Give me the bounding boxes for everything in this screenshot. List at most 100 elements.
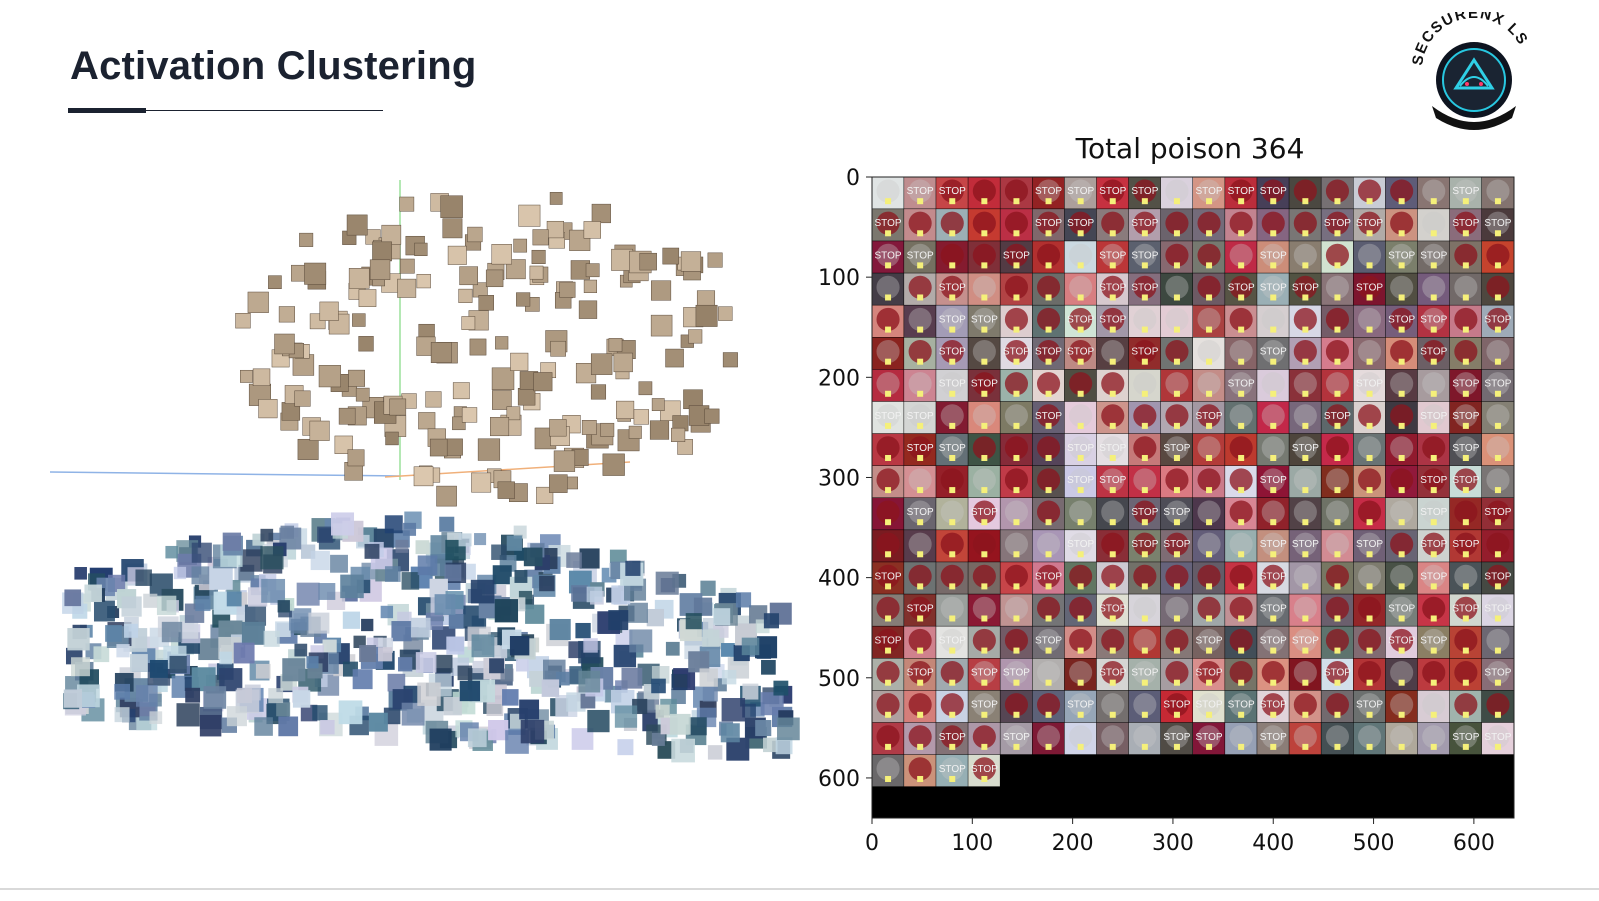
tile-sign xyxy=(972,275,996,299)
tile-sign xyxy=(1197,500,1221,524)
tile-sign xyxy=(1390,243,1414,267)
tile-trigger xyxy=(1462,198,1469,205)
tile-trigger xyxy=(981,679,988,686)
tile-sign xyxy=(908,500,932,524)
tile-sign xyxy=(1390,660,1414,685)
tile-sign xyxy=(908,436,932,460)
scatter-point-clean xyxy=(443,696,462,716)
tile-trigger xyxy=(1430,390,1437,397)
tile-sign xyxy=(1325,468,1350,492)
tile-trigger xyxy=(1077,551,1084,558)
tile-trigger xyxy=(1398,551,1405,558)
tile-sign xyxy=(1454,596,1478,620)
scatter-point-clean xyxy=(625,560,641,576)
tile-sign xyxy=(972,307,996,332)
tile-trigger xyxy=(1398,583,1405,590)
tile-stop-label: STOP xyxy=(971,379,998,390)
tile-trigger xyxy=(1334,294,1341,301)
tile-trigger xyxy=(1238,358,1245,365)
tile-stop-label: STOP xyxy=(1420,635,1447,646)
tile-sign xyxy=(1133,372,1157,396)
tile-sign xyxy=(1229,211,1253,235)
tile-trigger xyxy=(1045,422,1052,429)
tile-stop-label: STOP xyxy=(939,282,966,293)
scatter-point-clean xyxy=(378,647,393,662)
scatter-point-clean xyxy=(308,612,330,634)
tile-sign xyxy=(972,372,996,396)
scatter-point-clean xyxy=(93,600,115,622)
tile-sign xyxy=(1454,532,1478,556)
scatter-point-clean xyxy=(651,678,666,694)
scatter-point-poison xyxy=(491,244,512,265)
tile-sign xyxy=(1261,532,1285,556)
scatter-point-poison xyxy=(447,245,467,265)
tile-trigger xyxy=(1109,454,1116,461)
tile-sign xyxy=(1036,372,1061,396)
scatter-point-poison xyxy=(436,485,457,507)
scatter-point-clean xyxy=(387,673,406,692)
tile-stop-label: STOP xyxy=(1163,507,1190,518)
tile-sign xyxy=(1390,468,1414,492)
tile-sign xyxy=(1036,628,1061,653)
scatter-point-clean xyxy=(63,689,82,708)
tile-sign xyxy=(1454,372,1478,396)
scatter-point-clean xyxy=(398,657,413,672)
scatter-point-clean xyxy=(241,621,265,645)
scatter-point-poison xyxy=(399,196,415,212)
scatter-point-clean xyxy=(671,738,695,763)
tile-sign xyxy=(908,275,932,299)
tile-sign xyxy=(1486,468,1510,492)
scatter-point-clean xyxy=(312,705,328,721)
tile-sign xyxy=(1069,500,1093,524)
tile-sign xyxy=(1486,243,1510,267)
scatter-point-clean xyxy=(331,512,355,536)
tile-trigger xyxy=(1302,294,1309,301)
tile-stop-label: STOP xyxy=(1067,443,1094,454)
tile-stop-label: STOP xyxy=(971,764,998,775)
tile-sign xyxy=(1229,532,1253,556)
tile-trigger xyxy=(1045,679,1052,686)
tile-sign xyxy=(1229,725,1253,749)
tile-trigger xyxy=(1334,647,1341,654)
tile-trigger xyxy=(981,262,988,269)
tile-trigger xyxy=(1302,743,1309,750)
tile-sign xyxy=(1261,500,1285,524)
tile-sign xyxy=(876,725,900,749)
scatter-point-clean xyxy=(700,580,716,596)
tile-trigger xyxy=(949,454,956,461)
tile-trigger xyxy=(1077,454,1084,461)
tile-sign xyxy=(1293,339,1317,364)
tile-sign xyxy=(876,211,900,235)
scatter-point-clean xyxy=(240,549,263,572)
tile-trigger xyxy=(1206,647,1213,654)
tile-sign xyxy=(1133,500,1157,524)
tile-stop-label: STOP xyxy=(1420,539,1447,550)
tile-trigger xyxy=(1462,390,1469,397)
tile-sign xyxy=(1229,436,1253,460)
tile-trigger xyxy=(981,583,988,590)
tile-sign xyxy=(1486,693,1510,717)
scatter-point-clean xyxy=(401,572,420,590)
tile-stop-label: STOP xyxy=(1452,603,1479,614)
tile-stop-label: STOP xyxy=(1099,250,1126,261)
scatter-point-poison xyxy=(278,306,295,323)
tile-sign xyxy=(1454,660,1478,685)
tile-trigger xyxy=(1398,454,1405,461)
x-tick-label: 500 xyxy=(1353,831,1395,856)
scatter-point-clean xyxy=(763,613,780,629)
tile-sign xyxy=(1357,660,1382,685)
tile-stop-label: STOP xyxy=(1292,282,1319,293)
tile-trigger xyxy=(1334,519,1341,526)
tile-trigger xyxy=(1398,230,1405,237)
tile-trigger xyxy=(1173,326,1180,333)
hooded-figure-shield-icon xyxy=(1453,57,1495,90)
scatter-point-clean xyxy=(320,720,335,735)
tile-stop-label: STOP xyxy=(1196,700,1223,711)
tile-stop-label: STOP xyxy=(1260,186,1287,197)
tile-trigger xyxy=(1077,422,1084,429)
tile-trigger xyxy=(1302,519,1309,526)
tile-sign xyxy=(1422,628,1446,653)
tile-trigger xyxy=(1206,679,1213,686)
tile-trigger xyxy=(1013,487,1020,494)
tile-sign xyxy=(1165,596,1189,620)
